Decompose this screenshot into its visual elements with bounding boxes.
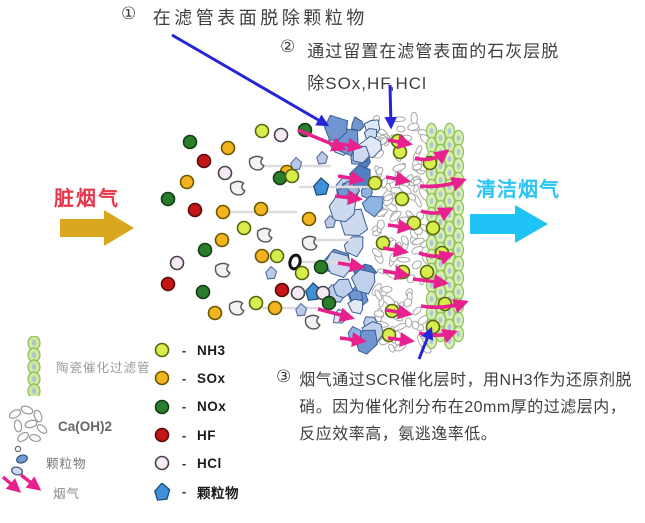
nox-label: NOx xyxy=(197,399,227,415)
hcl-icon xyxy=(153,454,171,472)
legend-row-nox: - NOx xyxy=(153,393,239,421)
step1-text: 在滤管表面脱除颗粒物 xyxy=(152,8,368,28)
legend-dash: - xyxy=(181,342,187,358)
particulate-label: 颗粒物 xyxy=(197,485,239,501)
step3-text: 烟气通过SCR催化层时，用NH3作为还原剂脱硝。因为催化剂分布在20mm厚的过滤… xyxy=(299,372,633,443)
legend-dash: - xyxy=(181,370,187,386)
legend-dash: - xyxy=(181,455,187,471)
nh3-label: NH3 xyxy=(197,342,226,358)
ceramic-filter-tube-icon xyxy=(27,336,41,396)
particulate-legend-label: 颗粒物 xyxy=(46,457,87,471)
gas-flow-legend-icon xyxy=(1,473,42,493)
particulate-icon xyxy=(153,481,171,501)
clean-gas-label: 清洁烟气 xyxy=(476,179,560,201)
step2-number: ② xyxy=(280,37,296,56)
particulate-legend-icon xyxy=(10,445,28,476)
step1-number: ① xyxy=(121,4,140,23)
hcl-label: HCl xyxy=(197,455,222,471)
nh3-icon xyxy=(153,341,171,359)
annotation-step1: ① 在滤管表面脱除颗粒物 xyxy=(121,4,368,30)
legend-row-hf: - HF xyxy=(153,421,239,449)
lime-caoh2-icon xyxy=(8,405,48,443)
legend-dash: - xyxy=(181,484,187,500)
ceramic-filter-tube-label: 陶瓷催化过滤管 xyxy=(56,361,151,375)
molecule-legend: - NH3 - SOx - NOx - HF - HCl - 颗粒物 xyxy=(153,336,239,506)
legend-row-nh3: - NH3 xyxy=(153,336,239,364)
step2-text: 通过留置在滤管表面的石灰层脱 除SOx,HF,HCl xyxy=(307,37,559,94)
annotation-step3: ③ 烟气通过SCR催化层时，用NH3作为还原剂脱硝。因为催化剂分布在20mm厚的… xyxy=(276,367,639,448)
legend-row-sox: - SOx xyxy=(153,364,239,392)
legend-dash: - xyxy=(181,427,187,443)
hf-label: HF xyxy=(197,427,216,443)
lime-caoh2-label: Ca(OH)2 xyxy=(58,419,113,434)
legend-row-hcl: - HCl xyxy=(153,449,239,477)
dirty-gas-label: 脏烟气 xyxy=(54,188,120,210)
gas-flow-legend-label: 烟气 xyxy=(53,487,81,501)
sox-icon xyxy=(153,369,171,387)
legend-row-particulate: - 颗粒物 xyxy=(153,477,239,505)
step2-line2: 除SOx,HF,HCl xyxy=(307,74,427,93)
annotation-step2: ② 通过留置在滤管表面的石灰层脱 除SOx,HF,HCl xyxy=(280,37,559,94)
hf-icon xyxy=(153,426,171,444)
sox-label: SOx xyxy=(197,370,226,386)
nox-icon xyxy=(153,398,171,416)
step2-line1: 通过留置在滤管表面的石灰层脱 xyxy=(307,42,560,61)
step3-number: ③ xyxy=(276,367,292,386)
legend-dash: - xyxy=(181,399,187,415)
